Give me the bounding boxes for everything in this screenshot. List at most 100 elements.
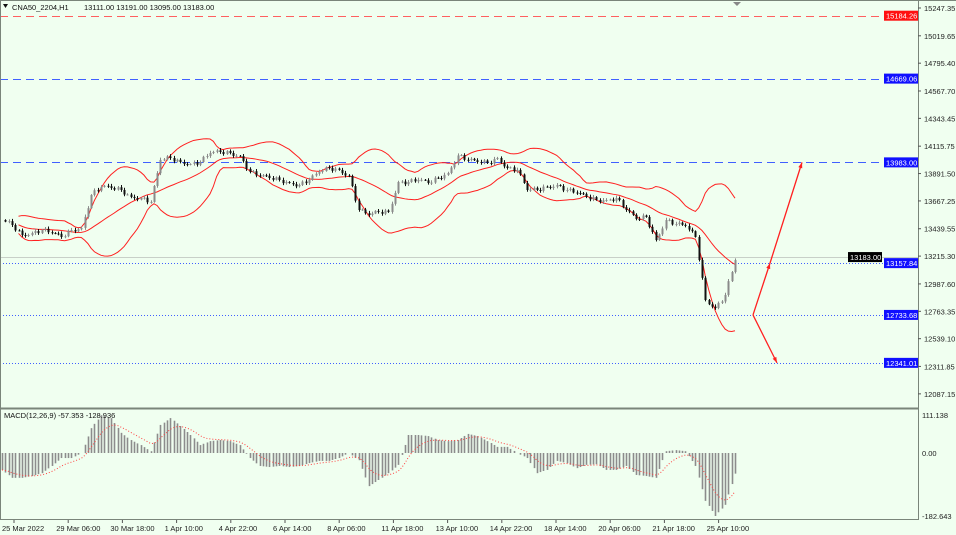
candle-body bbox=[721, 301, 724, 303]
candle-body bbox=[602, 200, 605, 203]
candle-body bbox=[176, 159, 179, 162]
candle-body bbox=[665, 220, 668, 229]
collapse-triangle-icon[interactable] bbox=[3, 4, 8, 8]
macd-axis: 111.138 0.00 -182.643 bbox=[922, 411, 952, 521]
time-tick-label: 25 Apr 10:00 bbox=[707, 524, 750, 533]
candle-body bbox=[559, 184, 562, 187]
level-price-label: 15184.26 bbox=[886, 12, 917, 21]
price-tick-label: 13667.25 bbox=[924, 197, 955, 206]
arrow-up-segment-1[interactable] bbox=[752, 262, 771, 316]
candle-body bbox=[579, 193, 582, 195]
price-axis[interactable]: 15247.35 15019.65 14795.40 14567.70 14343.45… bbox=[848, 4, 955, 399]
candle-body bbox=[100, 186, 103, 191]
arrow-up-segment-2[interactable] bbox=[769, 162, 803, 264]
candle-body bbox=[638, 219, 641, 221]
candle-body bbox=[523, 174, 526, 184]
candle-body bbox=[90, 194, 93, 209]
time-axis[interactable]: 25 Mar 2022 29 Mar 06:00 30 Mar 18:00 1 Apr… bbox=[2, 520, 749, 533]
level-price-badge bbox=[884, 10, 918, 21]
candle-body bbox=[159, 159, 162, 174]
candle-body bbox=[249, 168, 252, 173]
candle-body bbox=[731, 272, 734, 282]
candle-body bbox=[609, 199, 612, 201]
candle-body bbox=[368, 213, 371, 216]
chart-shift-marker[interactable] bbox=[733, 2, 741, 6]
candle-body bbox=[265, 175, 268, 177]
candle-body bbox=[87, 208, 90, 217]
candle-body bbox=[651, 226, 654, 232]
candle-body bbox=[212, 152, 215, 154]
candle-body bbox=[500, 157, 503, 163]
candle-body bbox=[232, 152, 235, 156]
level-price-badge bbox=[884, 73, 918, 84]
candle-body bbox=[486, 160, 489, 163]
candle-body bbox=[252, 171, 255, 173]
time-tick-label: 13 Apr 10:00 bbox=[436, 524, 479, 533]
candle-body bbox=[509, 167, 512, 169]
candle-body bbox=[153, 185, 156, 202]
candle-body bbox=[242, 156, 245, 162]
candle-body bbox=[642, 215, 645, 220]
bollinger-upper-band bbox=[18, 138, 736, 229]
time-tick-label: 14 Apr 22:00 bbox=[490, 524, 533, 533]
candle-body bbox=[473, 158, 476, 161]
candle-body bbox=[27, 235, 30, 237]
level-price-label: 14669.06 bbox=[886, 75, 917, 84]
candle-body bbox=[364, 209, 367, 214]
candle-body bbox=[295, 184, 298, 187]
candle-body bbox=[404, 181, 407, 185]
candle-body bbox=[21, 230, 24, 236]
arrow-down[interactable] bbox=[752, 314, 778, 364]
candle-body bbox=[189, 163, 192, 165]
candle-body bbox=[658, 234, 661, 241]
candle-body bbox=[70, 230, 73, 232]
candle-body bbox=[206, 156, 209, 158]
candle-body bbox=[704, 277, 707, 300]
ohlc-values: 13111.00 13191.00 13095.00 13183.00 bbox=[84, 3, 214, 12]
candle-body bbox=[576, 192, 579, 194]
macd-label: MACD(12,26,9) -57.353 -128.936 bbox=[4, 411, 115, 420]
candle-body bbox=[37, 231, 40, 234]
candle-body bbox=[434, 177, 437, 183]
time-tick-label: 21 Apr 18:00 bbox=[652, 524, 695, 533]
candle-body bbox=[691, 229, 694, 232]
price-tick-label: 14115.75 bbox=[924, 142, 955, 151]
price-tick-label: 13439.55 bbox=[924, 225, 955, 234]
candle-body bbox=[724, 294, 727, 302]
candle-body bbox=[377, 210, 380, 212]
price-tick-label: 15019.65 bbox=[924, 32, 955, 41]
candle-body bbox=[552, 186, 555, 188]
macd-panel bbox=[1, 415, 737, 516]
candle-body bbox=[490, 162, 493, 164]
candle-body bbox=[585, 193, 588, 197]
candle-body bbox=[546, 186, 549, 188]
candle-body bbox=[496, 157, 499, 160]
candle-body bbox=[282, 179, 285, 184]
candle-body bbox=[519, 169, 522, 175]
candle-body bbox=[24, 235, 27, 237]
candle-body bbox=[513, 167, 516, 172]
candle-body bbox=[589, 196, 592, 200]
candles bbox=[4, 148, 737, 310]
candle-body bbox=[74, 230, 77, 232]
macd-tick-label: 111.138 bbox=[922, 411, 948, 420]
candle-body bbox=[592, 197, 595, 200]
candle-body bbox=[460, 155, 463, 157]
level-price-label: 12341.01 bbox=[886, 359, 917, 368]
candle-body bbox=[542, 186, 545, 191]
candle-body bbox=[328, 167, 331, 169]
candle-body bbox=[430, 182, 433, 184]
candle-body bbox=[440, 178, 443, 180]
candle-body bbox=[622, 200, 625, 208]
candle-body bbox=[209, 152, 212, 157]
candle-body bbox=[268, 175, 271, 179]
candle-body bbox=[285, 182, 288, 184]
candle-body bbox=[533, 187, 536, 190]
candle-body bbox=[156, 173, 159, 186]
candle-body bbox=[318, 172, 321, 174]
candle-body bbox=[401, 181, 404, 183]
level-price-badge bbox=[884, 157, 918, 168]
candle-body bbox=[60, 233, 63, 237]
candle-body bbox=[18, 230, 21, 232]
